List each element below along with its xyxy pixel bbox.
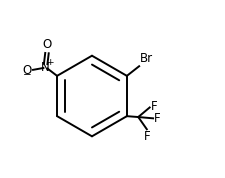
Text: O: O [42, 38, 51, 51]
Text: O: O [22, 64, 31, 77]
Text: F: F [153, 112, 160, 125]
Text: N: N [41, 61, 50, 74]
Text: F: F [150, 100, 156, 113]
Text: Br: Br [140, 52, 153, 65]
Text: +: + [46, 58, 53, 67]
Text: −: − [23, 70, 32, 80]
Text: F: F [143, 130, 149, 143]
